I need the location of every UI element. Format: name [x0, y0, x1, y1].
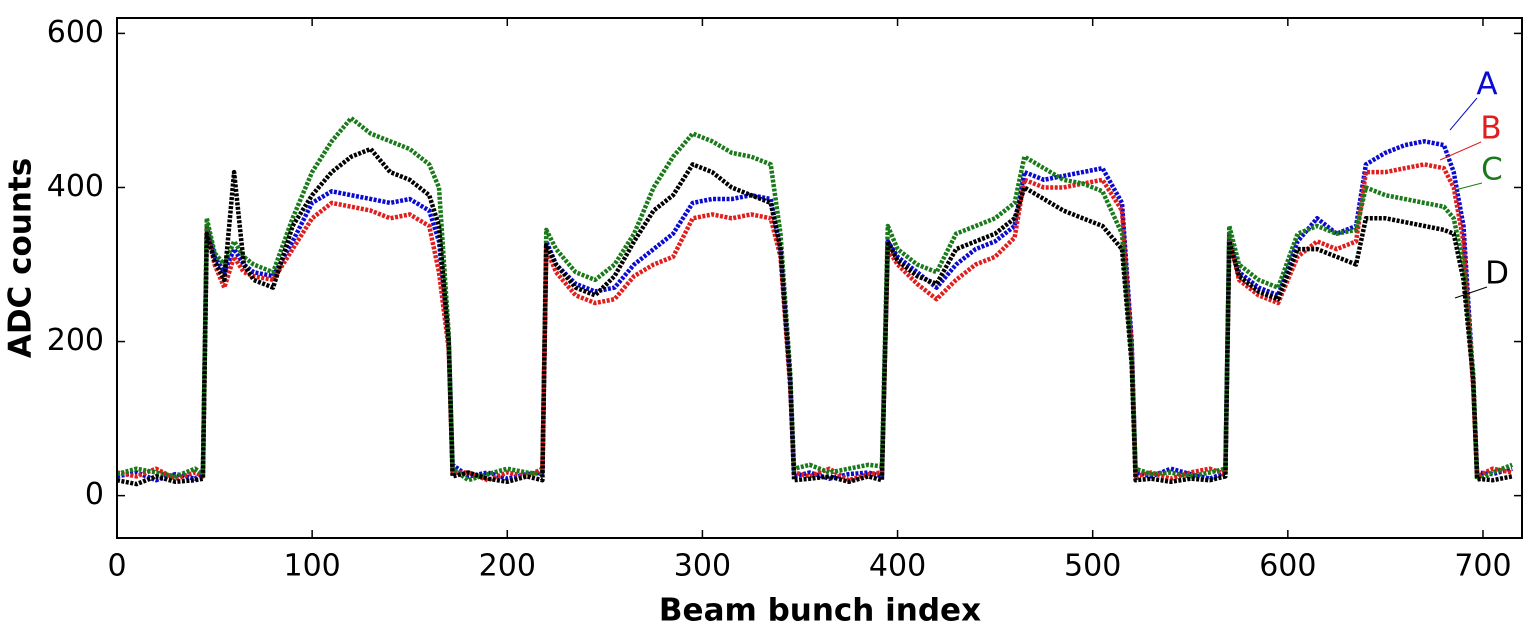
- y-axis-title: ADC counts: [3, 158, 39, 358]
- x-axis-title: Beam bunch index: [659, 593, 981, 629]
- label-leader: [1439, 141, 1482, 161]
- series-label: A: [1476, 67, 1497, 103]
- x-tick-label: 400: [869, 549, 926, 584]
- x-tick-label: 700: [1454, 549, 1511, 584]
- x-tick-label: 0: [107, 549, 126, 584]
- y-tick-label: 0: [85, 477, 104, 512]
- label-leader: [1454, 286, 1488, 299]
- label-leader: [1454, 182, 1483, 191]
- data-line: [116, 146, 1513, 487]
- data-line: [116, 115, 1514, 483]
- series-label: B: [1480, 111, 1501, 147]
- y-tick-label: 400: [47, 169, 104, 204]
- x-tick-label: 500: [1064, 549, 1121, 584]
- data-line: [116, 162, 1513, 483]
- x-tick-label: 200: [479, 549, 536, 584]
- x-tick-label: 300: [674, 549, 731, 584]
- y-tick-label: 200: [47, 323, 104, 358]
- data-line: [116, 139, 1513, 483]
- y-tick-label: 600: [47, 15, 104, 50]
- x-tick-label: 100: [284, 549, 341, 584]
- series-label: C: [1481, 152, 1503, 188]
- series-label: D: [1485, 256, 1509, 292]
- x-tick-label: 600: [1259, 549, 1316, 584]
- plot-frame: [116, 17, 1523, 539]
- label-leader: [1449, 97, 1478, 131]
